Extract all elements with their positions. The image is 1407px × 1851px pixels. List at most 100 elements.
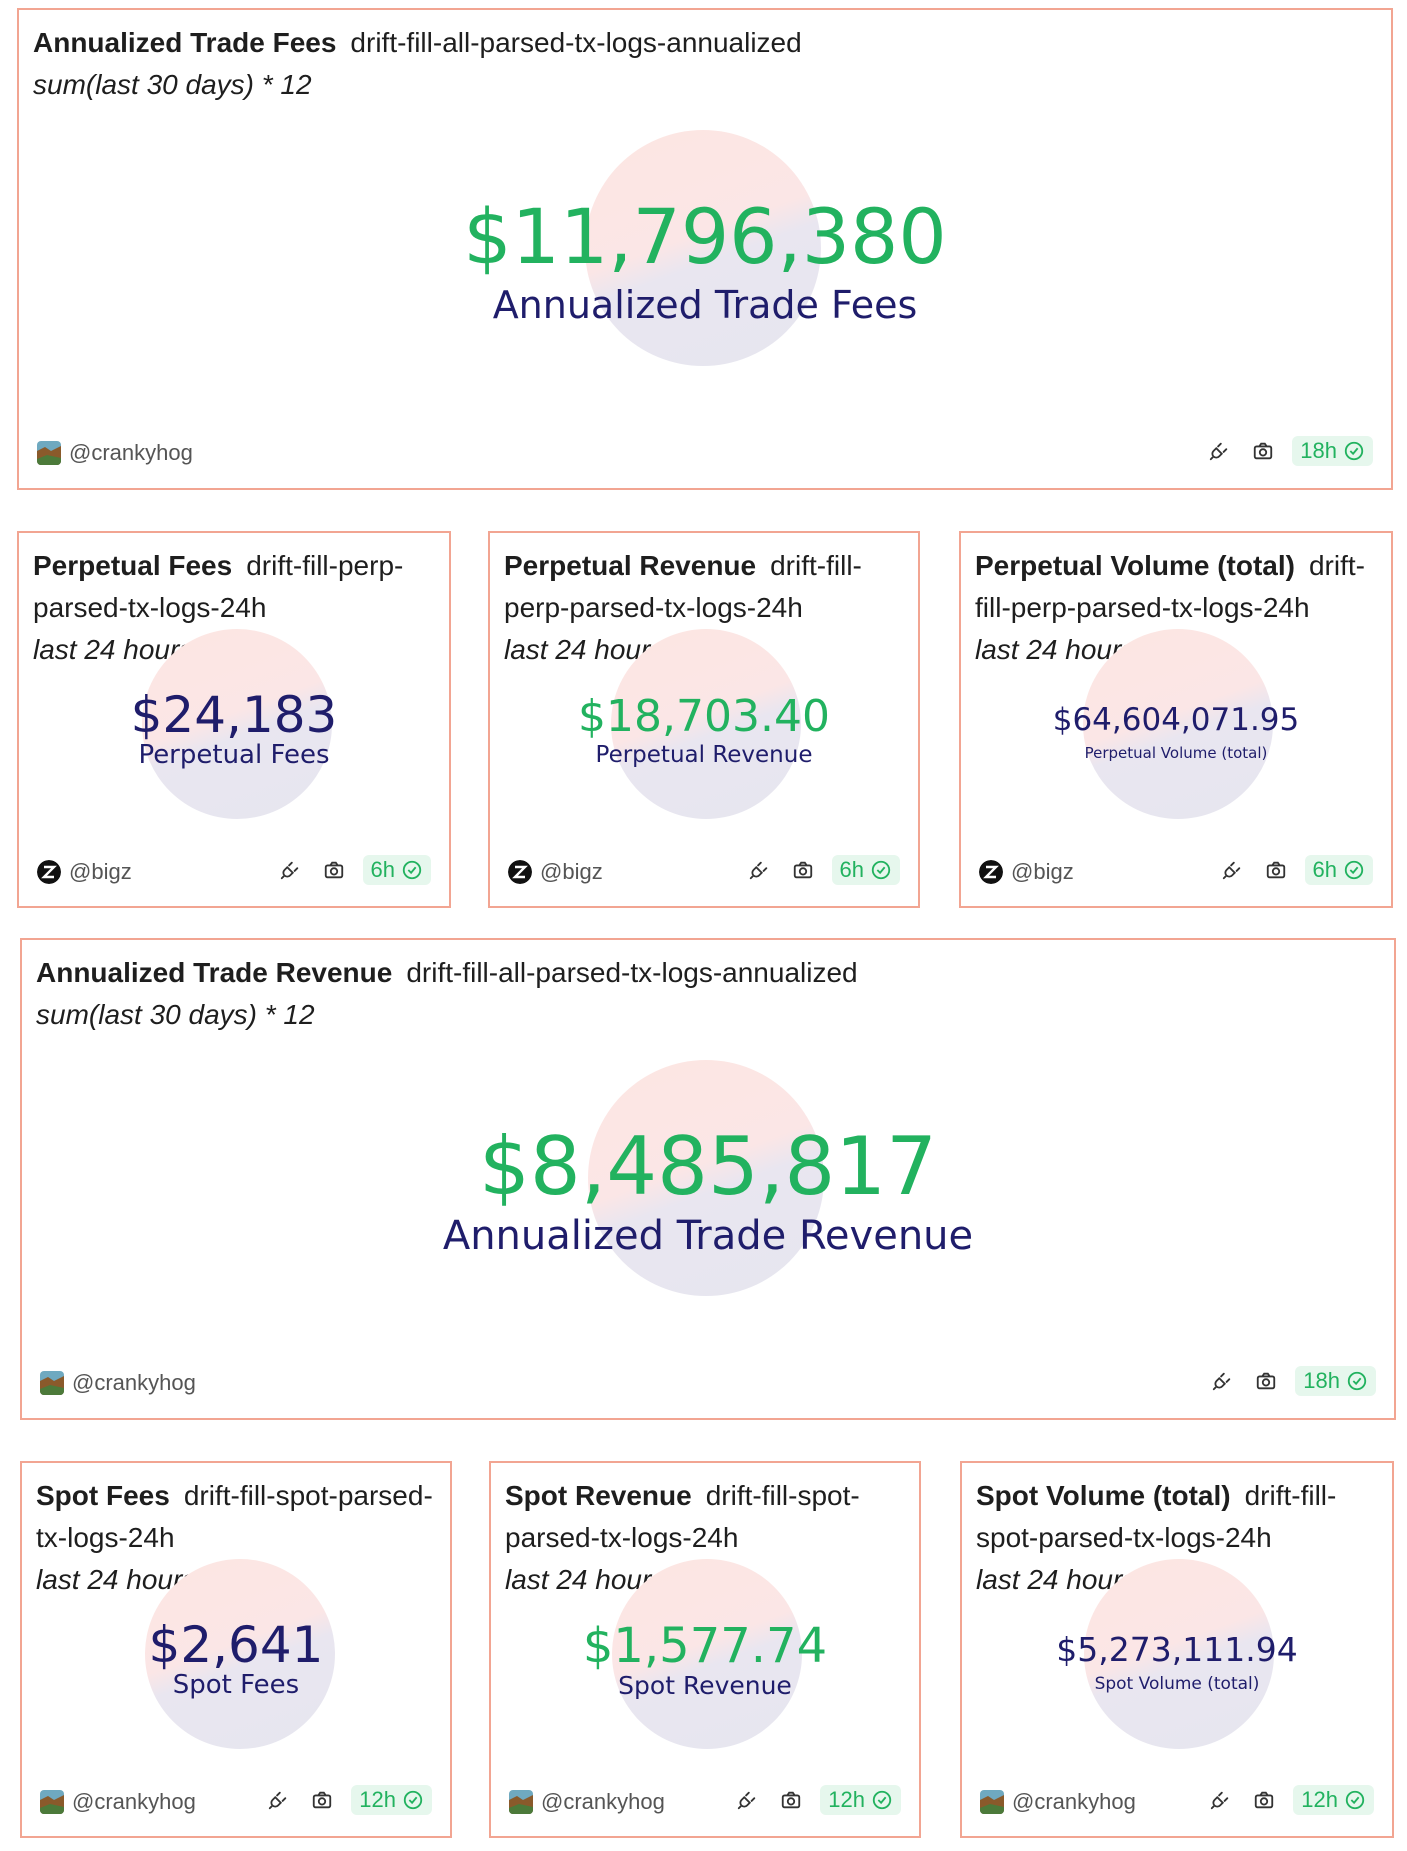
card-header: Annualized Trade Fees drift-fill-all-pars…	[33, 22, 1333, 106]
counter-disc	[142, 629, 332, 819]
author[interactable]: @crankyhog	[37, 440, 193, 466]
card-title[interactable]: Spot Revenue	[505, 1480, 692, 1511]
author[interactable]: @bigz	[37, 859, 132, 885]
card-title[interactable]: Annualized Trade Revenue	[36, 957, 393, 988]
screenshot-button[interactable]	[1261, 855, 1291, 885]
query-link[interactable]: drift-fill-perp-parsed-tx-logs-24h	[33, 550, 404, 623]
card-title[interactable]: Spot Fees	[36, 1480, 170, 1511]
card-title[interactable]: Perpetual Volume (total)	[975, 550, 1295, 581]
author[interactable]: @crankyhog	[980, 1789, 1136, 1815]
card-title[interactable]: Annualized Trade Fees	[33, 27, 337, 58]
embed-button[interactable]	[744, 855, 774, 885]
refresh-age: 12h	[359, 1787, 396, 1812]
refresh-badge[interactable]: 12h	[1293, 1785, 1374, 1815]
counter-value: $1,577.74	[582, 1618, 828, 1674]
author-name: @bigz	[1011, 859, 1074, 884]
embed-button[interactable]	[732, 1785, 762, 1815]
avatar	[979, 860, 1003, 884]
check-circle-icon	[871, 860, 891, 880]
camera-icon	[313, 1791, 332, 1809]
query-link[interactable]: drift-fill-spot-parsed-tx-logs-24h	[36, 1480, 433, 1553]
query-link[interactable]: drift-fill-perp-parsed-tx-logs-24h	[975, 550, 1365, 623]
card-spot-revenue: Spot Revenue drift-fill-spot-parsed-tx-lo…	[489, 1461, 921, 1838]
avatar	[37, 441, 61, 465]
embed-button[interactable]	[1217, 855, 1247, 885]
plug-icon	[269, 1791, 287, 1810]
screenshot-button[interactable]	[1251, 1366, 1281, 1396]
query-link[interactable]: drift-fill-perp-parsed-tx-logs-24h	[504, 550, 862, 623]
refresh-badge[interactable]: 12h	[820, 1785, 901, 1815]
embed-button[interactable]	[1205, 1785, 1235, 1815]
counter-label: Annualized Trade Fees	[492, 283, 918, 327]
refresh-badge[interactable]: 6h	[831, 855, 900, 885]
counter-label: Annualized Trade Revenue	[442, 1213, 974, 1259]
plug-icon	[1213, 1372, 1231, 1391]
card-title[interactable]: Perpetual Fees	[33, 550, 233, 581]
embed-button[interactable]	[275, 855, 305, 885]
card-perpetual-revenue: Perpetual Revenue drift-fill-perp-parsed-…	[488, 531, 920, 908]
refresh-badge[interactable]: 12h	[351, 1785, 432, 1815]
author[interactable]: @crankyhog	[40, 1789, 196, 1815]
author[interactable]: @crankyhog	[509, 1789, 665, 1815]
card-title[interactable]: Perpetual Revenue	[504, 550, 757, 581]
embed-button[interactable]	[1204, 436, 1234, 466]
card-spot-volume: Spot Volume (total) drift-fill-spot-parse…	[960, 1461, 1394, 1838]
author[interactable]: @crankyhog	[40, 1370, 196, 1396]
counter-label: Spot Fees	[172, 1670, 300, 1700]
screenshot-button[interactable]	[307, 1785, 337, 1815]
refresh-badge[interactable]: 6h	[362, 855, 431, 885]
check-circle-icon	[1344, 860, 1364, 880]
card-subtitle: sum(last 30 days) * 12	[36, 999, 315, 1030]
counter-label: Perpetual Fees	[138, 740, 330, 770]
counter-label: Perpetual Revenue	[595, 742, 813, 768]
refresh-badge[interactable]: 6h	[1304, 855, 1373, 885]
counter-value: $64,604,071.95	[1052, 702, 1300, 738]
card-spot-fees: Spot Fees drift-fill-spot-parsed-tx-logs-…	[20, 1461, 452, 1838]
author-name: @crankyhog	[541, 1789, 665, 1814]
author[interactable]: @bigz	[508, 859, 603, 885]
embed-button[interactable]	[1207, 1366, 1237, 1396]
refresh-badge[interactable]: 18h	[1295, 1366, 1376, 1396]
screenshot-button[interactable]	[776, 1785, 806, 1815]
refresh-age: 18h	[1303, 1368, 1340, 1393]
camera-icon	[324, 861, 343, 879]
counter-value: $2,641	[148, 1616, 324, 1674]
camera-icon	[1255, 1791, 1274, 1809]
camera-icon	[782, 1791, 801, 1809]
screenshot-button[interactable]	[1248, 436, 1278, 466]
query-link[interactable]: drift-fill-spot-parsed-tx-logs-24h	[976, 1480, 1337, 1553]
counter-disc	[1083, 629, 1273, 819]
author-name: @bigz	[540, 859, 603, 884]
plug-icon	[749, 861, 767, 880]
avatar	[40, 1790, 64, 1814]
avatar	[508, 860, 532, 884]
avatar	[980, 1790, 1004, 1814]
card-header: Perpetual Volume (total) drift-fill-perp-…	[975, 545, 1379, 671]
counter-disc	[612, 1559, 802, 1749]
check-circle-icon	[872, 1790, 892, 1810]
card-header: Perpetual Fees drift-fill-perp-parsed-tx-…	[33, 545, 433, 671]
card-actions: 18h	[1207, 1366, 1376, 1396]
screenshot-button[interactable]	[1249, 1785, 1279, 1815]
card-perpetual-volume: Perpetual Volume (total) drift-fill-perp-…	[959, 531, 1393, 908]
card-annualized-trade-fees: Annualized Trade Fees drift-fill-all-pars…	[17, 8, 1393, 490]
author[interactable]: @bigz	[979, 859, 1074, 885]
query-link[interactable]: drift-fill-spot-parsed-tx-logs-24h	[505, 1480, 860, 1553]
check-circle-icon	[402, 860, 422, 880]
card-header: Spot Volume (total) drift-fill-spot-parse…	[976, 1475, 1380, 1601]
card-title[interactable]: Spot Volume (total)	[976, 1480, 1231, 1511]
counter-disc	[585, 130, 821, 366]
refresh-badge[interactable]: 18h	[1292, 436, 1373, 466]
counter-label: Perpetual Volume (total)	[1084, 744, 1268, 762]
query-link[interactable]: drift-fill-all-parsed-tx-logs-annualized	[406, 957, 858, 988]
card-actions: 18h	[1204, 436, 1373, 466]
screenshot-button[interactable]	[788, 855, 818, 885]
embed-button[interactable]	[263, 1785, 293, 1815]
counter-disc	[611, 629, 801, 819]
card-actions: 6h	[744, 855, 900, 885]
check-circle-icon	[1344, 441, 1364, 461]
screenshot-button[interactable]	[319, 855, 349, 885]
query-link[interactable]: drift-fill-all-parsed-tx-logs-annualized	[350, 27, 802, 58]
counter-value: $18,703.40	[578, 691, 830, 742]
avatar	[37, 860, 61, 884]
